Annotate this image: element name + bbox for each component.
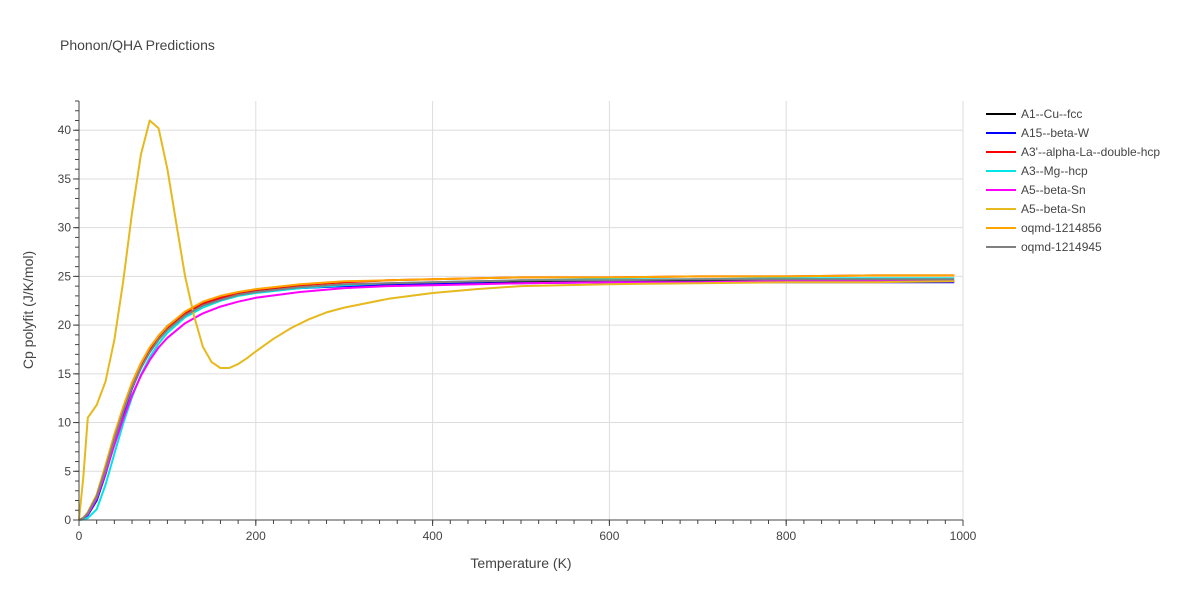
axes: 0 200 400 600 800 1000 0 5 10 15 20 25 30 35 40 [58,100,977,543]
legend-label: A3--Mg--hcp [1021,164,1088,178]
y-tick-label: 25 [58,269,72,283]
legend-label: A1--Cu--fcc [1021,107,1082,121]
chart-title: Phonon/QHA Predictions [60,37,215,53]
x-tick-label: 1000 [950,529,977,543]
series-line-5 [78,280,955,521]
x-tick-label: 200 [246,529,266,543]
legend-label: oqmd-1214945 [1021,240,1102,254]
legend-label: A3'--alpha-La--double-hcp [1021,145,1160,159]
y-axis-title: Cp polyfit (J/K/mol) [20,251,36,369]
series-line-7 [78,274,955,521]
legend-label: A5--beta-Sn [1021,183,1086,197]
x-tick-label: 600 [599,529,619,543]
x-tick-label: 400 [423,529,443,543]
series-line-8 [78,278,955,521]
x-tick-label: 0 [76,529,83,543]
y-tick-label: 5 [64,464,71,478]
y-tick-label: 30 [58,221,72,235]
legend-label: A15--beta-W [1021,126,1090,140]
y-tick-label: 10 [58,416,72,430]
y-tick-label: 35 [58,172,72,186]
x-tick-label: 800 [776,529,796,543]
series-line-6 [78,119,955,521]
legend-label: oqmd-1214856 [1021,221,1102,235]
y-tick-label: 20 [58,318,72,332]
y-tick-label: 15 [58,367,72,381]
y-tick-label: 0 [64,513,71,527]
legend: A1--Cu--fcc A15--beta-W A3'--alpha-La--dou… [986,107,1160,254]
x-axis-title: Temperature (K) [470,555,571,571]
legend-label: A5--beta-Sn [1021,202,1086,216]
y-tick-label: 40 [58,123,72,137]
plot-lines [78,119,955,521]
